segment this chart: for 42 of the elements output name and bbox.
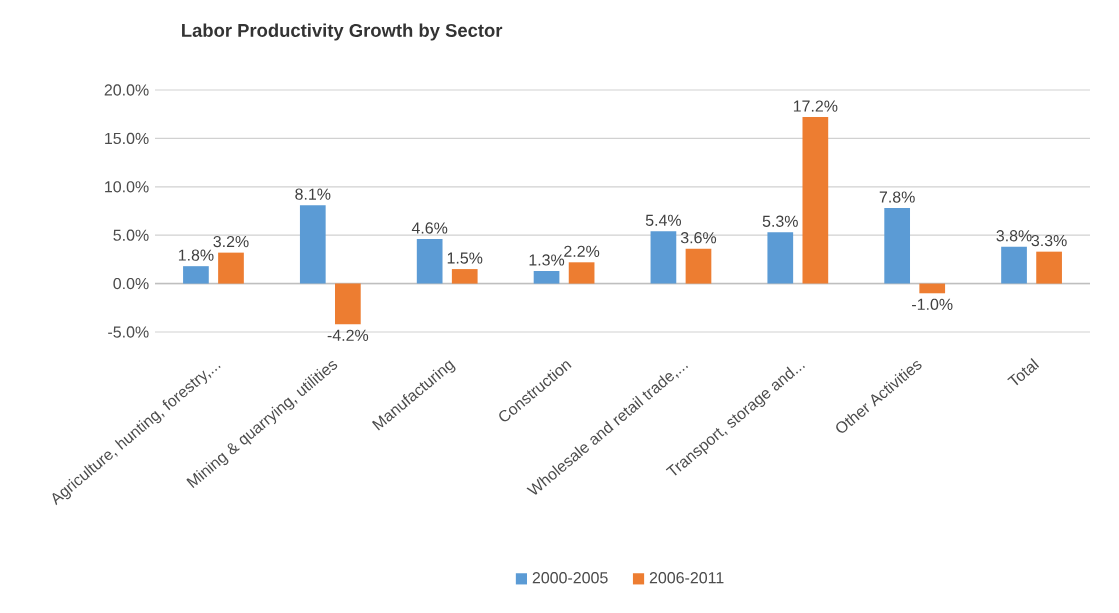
bar [299,205,326,284]
bar [533,271,560,284]
bar [767,232,794,284]
y-tick-label: 5.0% [113,229,149,241]
bar [884,208,911,284]
bar [919,283,946,294]
bar [568,262,595,284]
data-label: 3.3% [1031,234,1067,247]
data-label: 1.5% [447,252,483,264]
data-label: 1.8% [178,249,214,261]
data-label: 5.3% [762,215,798,227]
y-tick-label: 10.0% [105,181,149,193]
data-label: 17.2% [793,100,838,112]
bar [1036,251,1062,284]
data-label: 5.4% [645,214,682,226]
chart-title: Labor Productivity Growth by Sector [182,23,503,41]
y-tick-label: 0.0% [113,277,149,290]
data-label: 3.2% [213,235,249,248]
y-tick-label: -5.0% [108,326,149,338]
data-label: 7.8% [879,191,915,203]
bar [451,269,478,284]
data-label: 4.6% [411,222,448,234]
y-tick-label: 20.0% [104,84,149,96]
data-label: -4.2% [327,329,369,341]
bar [218,252,244,284]
data-label: -1.0% [912,298,953,310]
data-label: 2.2% [564,245,600,257]
bar [335,283,361,325]
data-label: 1.3% [529,254,565,266]
bar [650,231,677,284]
legend-label: 2000-2005 [532,572,608,584]
x-tick-label: Total [1007,357,1040,386]
data-label: 3.8% [996,230,1032,242]
bar [416,239,443,284]
data-label: 8.1% [295,188,331,200]
bar [685,248,712,284]
bar [802,117,829,284]
bar [1001,246,1027,284]
data-label: 3.6% [680,232,717,244]
bar [183,266,209,284]
legend-label: 2006-2011 [649,572,724,584]
y-tick-label: 15.0% [105,132,149,145]
